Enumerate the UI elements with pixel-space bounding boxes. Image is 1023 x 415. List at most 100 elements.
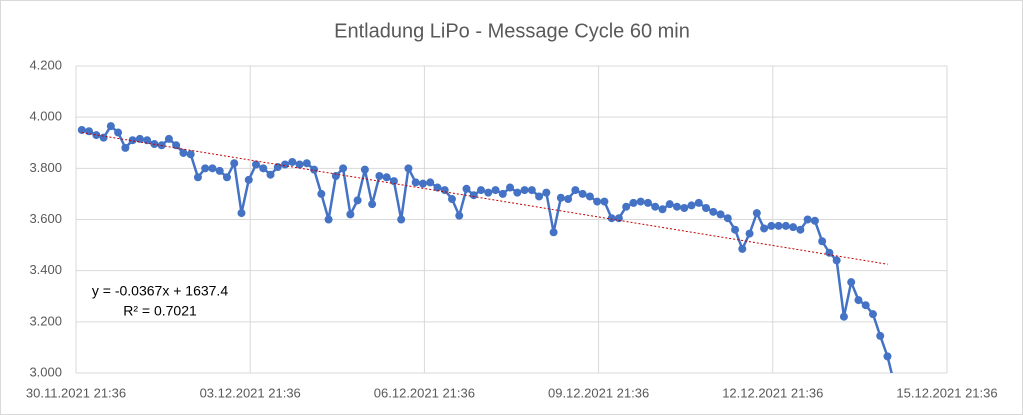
data-point [535, 192, 544, 201]
data-point [680, 203, 689, 212]
data-point [694, 198, 703, 207]
data-point [433, 183, 442, 192]
data-point [593, 197, 602, 206]
data-point [847, 278, 856, 287]
data-point [77, 125, 86, 134]
y-tick-label: 3.800 [29, 160, 62, 175]
data-point [186, 150, 195, 159]
data-point [789, 223, 798, 232]
data-point [752, 209, 761, 218]
data-point [868, 310, 877, 319]
data-point [477, 186, 486, 195]
y-tick-label: 3.000 [29, 364, 62, 379]
data-point [549, 228, 558, 237]
data-point [825, 248, 834, 257]
x-tick-label: 15.12.2021 21:36 [896, 385, 997, 400]
data-point [767, 221, 776, 230]
y-tick-label: 3.200 [29, 313, 62, 328]
x-tick-label: 03.12.2021 21:36 [200, 385, 301, 400]
data-point [208, 164, 217, 173]
data-point [346, 210, 355, 219]
y-tick-label: 4.200 [29, 57, 62, 72]
data-point [273, 163, 282, 172]
data-point [266, 170, 275, 179]
data-point [643, 198, 652, 207]
data-point [607, 214, 616, 223]
data-point [716, 210, 725, 219]
x-tick-label: 12.12.2021 21:36 [722, 385, 823, 400]
data-point [672, 202, 681, 211]
data-point [723, 214, 732, 223]
data-point [324, 215, 333, 224]
data-point [774, 221, 783, 230]
data-point [222, 173, 231, 182]
data-point [564, 195, 573, 204]
data-point [143, 136, 152, 145]
data-point [702, 203, 711, 212]
data-point [281, 160, 290, 169]
data-point [527, 186, 536, 195]
data-point [85, 127, 94, 136]
x-tick-label: 09.12.2021 21:36 [548, 385, 649, 400]
data-point [426, 178, 435, 187]
data-point [114, 128, 123, 137]
data-point [469, 191, 478, 200]
data-point [556, 193, 565, 202]
data-point [302, 159, 311, 168]
y-tick-label: 3.600 [29, 211, 62, 226]
data-point [832, 256, 841, 265]
data-point [687, 201, 696, 210]
data-point [854, 296, 863, 305]
data-point [288, 157, 297, 166]
data-point [339, 164, 348, 173]
data-point [310, 165, 319, 174]
x-tick-label: 30.11.2021 21:36 [26, 385, 126, 400]
x-tick-label: 06.12.2021 21:36 [374, 385, 475, 400]
data-point [317, 189, 326, 198]
data-point [506, 183, 515, 192]
data-point [259, 164, 268, 173]
data-point [215, 166, 224, 175]
data-point [99, 133, 108, 142]
data-point [861, 301, 870, 310]
data-point [629, 198, 638, 207]
data-point [179, 148, 188, 157]
data-point [796, 225, 805, 234]
data-point [331, 172, 340, 181]
data-point [237, 209, 246, 218]
data-point [295, 160, 304, 169]
data-point [614, 214, 623, 223]
data-point [636, 197, 645, 206]
data-point [760, 224, 769, 233]
data-point [375, 172, 384, 181]
data-point [585, 192, 594, 201]
data-point [578, 189, 587, 198]
data-point [201, 164, 210, 173]
data-point [498, 189, 507, 198]
data-point [353, 196, 362, 205]
data-point [404, 164, 413, 173]
data-point [803, 215, 812, 224]
data-point [411, 178, 420, 187]
data-point [491, 186, 500, 195]
chart-title: Entladung LiPo - Message Cycle 60 min [334, 20, 690, 42]
data-point [781, 221, 790, 230]
data-point [230, 159, 239, 168]
data-point [658, 205, 667, 214]
data-point [440, 186, 449, 195]
trendline-equation: y = -0.0367x + 1637.4 [92, 283, 228, 299]
data-point [839, 312, 848, 321]
data-point [622, 202, 631, 211]
data-point [92, 131, 101, 140]
data-point [571, 186, 580, 195]
data-point [876, 331, 885, 340]
data-point [665, 200, 674, 209]
data-point [389, 177, 398, 186]
data-point [360, 165, 369, 174]
data-point [520, 186, 529, 195]
data-point [455, 211, 464, 220]
data-point [135, 134, 144, 143]
data-point [651, 202, 660, 211]
data-point [252, 160, 261, 169]
data-point [418, 179, 427, 188]
